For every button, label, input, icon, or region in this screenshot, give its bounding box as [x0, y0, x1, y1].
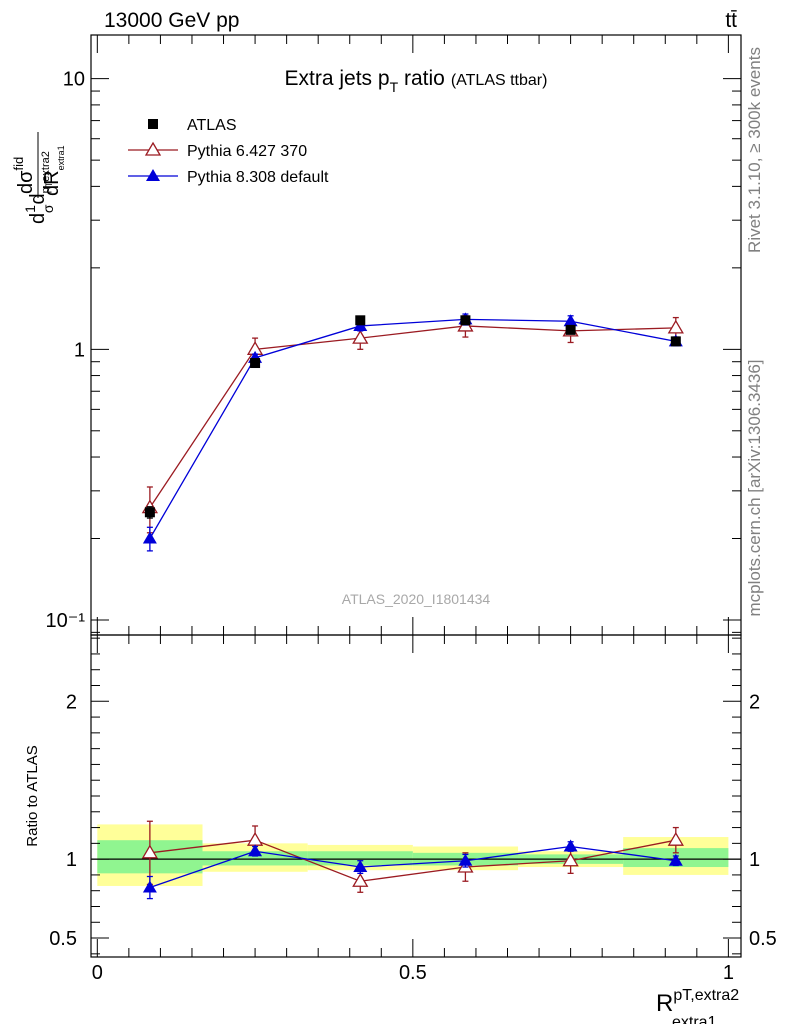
y-label-t: T — [44, 181, 54, 187]
main-pythia8-point — [142, 531, 157, 544]
ratio-pythia8-point — [458, 853, 473, 866]
ratio-y-label: Ratio to ATLAS — [24, 745, 41, 846]
y-label-denom: dRextra1 — [41, 145, 66, 196]
y-label-dsigma: dσ — [15, 170, 37, 194]
chart-title-group: Extra jets pT ratio (ATLAS ttbar) — [285, 67, 548, 95]
header-left: 13000 GeV pp — [104, 9, 239, 32]
main-y-tick-label: 10⁻¹ — [46, 610, 86, 632]
ratio-pythia8-point — [668, 853, 683, 866]
ratio-pythia8-line — [149, 845, 676, 889]
ratio-pythia8-point — [248, 844, 263, 857]
x-label-r: R — [656, 990, 673, 1017]
main-axis-ticks: 10 1 10⁻¹ — [46, 35, 741, 635]
y-label-fid: fid — [11, 157, 26, 171]
ratio-y-tick-label-right: 0.5 — [749, 928, 777, 950]
legend-item-pythia6: Pythia 6.427 370 — [128, 141, 307, 160]
main-pythia8-point — [563, 314, 578, 327]
x-tick-label: 0.5 — [399, 962, 427, 984]
ratio-pythia8-point — [563, 839, 578, 852]
legend-label-atlas: ATLAS — [187, 117, 237, 134]
y-label-d: d — [27, 213, 49, 224]
main-y-tick-label: 10 — [63, 69, 85, 91]
x-label: RpT,extra2 extra1 — [656, 987, 739, 1024]
legend-item-atlas: ATLAS — [148, 117, 237, 134]
legend-label-pythia8: Pythia 8.308 default — [187, 169, 329, 186]
ratio-pythia6-point — [562, 852, 579, 867]
legend-item-pythia8: Pythia 8.308 default — [128, 169, 329, 186]
ratio-pythia6-point — [667, 831, 684, 846]
main-pythia6-point — [667, 319, 684, 334]
ratio-y-tick-label-right: 1 — [749, 849, 760, 871]
y-label-text: d1 σdpTextra2 — [22, 151, 56, 224]
analysis-watermark: ATLAS_2020_I1801434 — [342, 591, 491, 607]
main-atlas-point — [250, 358, 261, 369]
main-y-tick-label: 1 — [74, 339, 85, 361]
main-atlas-point — [460, 315, 471, 326]
main-atlas-point — [144, 507, 155, 518]
legend-marker-pythia8 — [146, 169, 160, 181]
chart-title-sub: T — [390, 79, 399, 95]
y-label-dr: dR — [41, 170, 63, 196]
ratio-band-green — [307, 851, 413, 866]
legend-marker-pythia6 — [144, 141, 162, 156]
chart-title: Extra jets p — [285, 67, 390, 90]
ratio-marks — [141, 820, 684, 900]
ratio-pythia6-line — [149, 839, 676, 882]
main-pythia8-line — [149, 318, 676, 539]
ratio-axis-ticks: 2 2 1 1 0.5 0.5 0 0.5 1 — [49, 635, 777, 984]
y-label-d2: d — [27, 193, 49, 204]
rivet-version: Rivet 3.1.10, ≥ 300k events — [745, 47, 764, 253]
ratio-pythia6-point — [352, 872, 369, 887]
y-label-numer: dσfid — [11, 157, 37, 194]
y-label-sigma: σ — [40, 204, 56, 213]
ratio-pythia6-point — [141, 844, 159, 859]
x-label-sup: pT,extra2 — [673, 987, 739, 1004]
ratio-frame — [90, 634, 742, 958]
header-right: tt̄ — [725, 9, 737, 32]
ratio-y-tick-label-left: 1 — [66, 849, 77, 871]
ratio-bands — [91, 824, 741, 886]
legend-label-pythia6: Pythia 6.427 370 — [187, 143, 307, 160]
main-marks — [141, 312, 684, 552]
y-label-one: 1 — [22, 205, 38, 213]
main-pythia6-line — [149, 325, 676, 509]
main-atlas-point — [355, 315, 366, 326]
main-y-label: d1 σdpTextra2 dσfid dRextra1 — [11, 132, 66, 224]
y-label-extra1: extra1 — [56, 145, 66, 170]
y-label-p: p — [40, 187, 52, 193]
main-atlas-point — [565, 324, 576, 335]
x-label-sub: extra1 — [672, 1014, 717, 1024]
chart-subtitle: (ATLAS ttbar) — [451, 72, 548, 89]
ratio-pythia8-point — [353, 860, 368, 873]
legend: ATLAS Pythia 6.427 370 Pythia 8.308 defa… — [128, 117, 329, 186]
main-atlas-point — [670, 336, 681, 347]
ratio-panel: 2 2 1 1 0.5 0.5 0 0.5 1 Ratio to ATLAS RpT,extra… — [24, 634, 777, 1024]
ratio-pythia6-point — [246, 831, 264, 846]
ratio-pythia8-point — [142, 880, 157, 893]
chart-title-tail: ratio — [398, 67, 445, 90]
x-tick-label: 0 — [92, 962, 103, 984]
ratio-y-tick-label-left: 0.5 — [49, 928, 77, 950]
legend-marker-atlas — [148, 119, 158, 129]
mcplots-credit: mcplots.cern.ch [arXiv:1306.3436] — [745, 359, 764, 617]
main-pythia6-point — [352, 329, 369, 344]
x-tick-label: 1 — [723, 962, 734, 984]
ratio-y-tick-label-left: 2 — [66, 691, 77, 713]
y-label-extra2: extra2 — [40, 151, 52, 182]
ratio-y-tick-label-right: 2 — [749, 691, 760, 713]
